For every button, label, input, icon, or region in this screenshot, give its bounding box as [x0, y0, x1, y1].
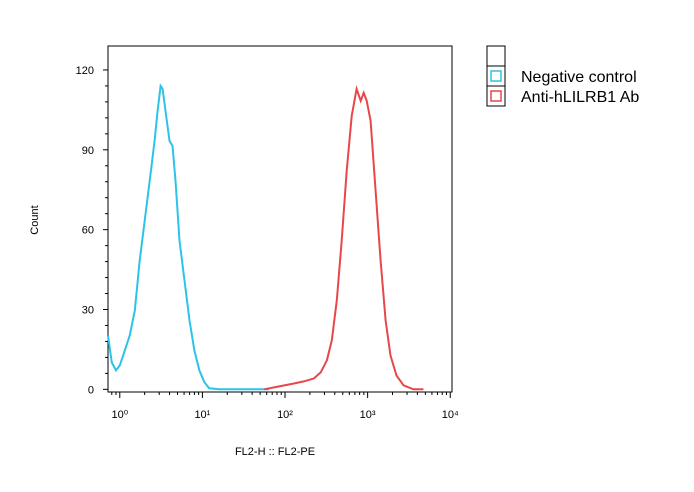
legend-swatch: [490, 70, 502, 82]
histogram-line: [107, 83, 269, 391]
plot-frame: [107, 45, 453, 393]
x-tick-label: 10³: [360, 409, 376, 421]
x-tick-label: 10¹: [194, 409, 210, 421]
legend-box: [486, 65, 506, 87]
y-tick-label: 0: [88, 384, 94, 396]
legend-box: [486, 85, 506, 107]
x-tick-label: 10⁴: [442, 409, 459, 421]
y-tick-label: 30: [82, 304, 94, 316]
legend-label: Anti-hLILRB1 Ab: [521, 89, 639, 106]
legend-header-box: [486, 45, 506, 67]
y-tick-label: 120: [76, 65, 94, 77]
x-axis-label: FL2-H :: FL2-PE: [235, 446, 315, 458]
histogram-line: [264, 84, 424, 391]
x-tick-label: 10⁰: [111, 409, 128, 421]
x-tick-label: 10²: [277, 409, 293, 421]
y-tick-label: 90: [82, 145, 94, 157]
y-tick-label: 60: [82, 225, 94, 237]
legend-label: Negative control: [521, 69, 637, 86]
y-axis-label: Count: [29, 205, 41, 234]
legend-swatch: [490, 90, 502, 102]
